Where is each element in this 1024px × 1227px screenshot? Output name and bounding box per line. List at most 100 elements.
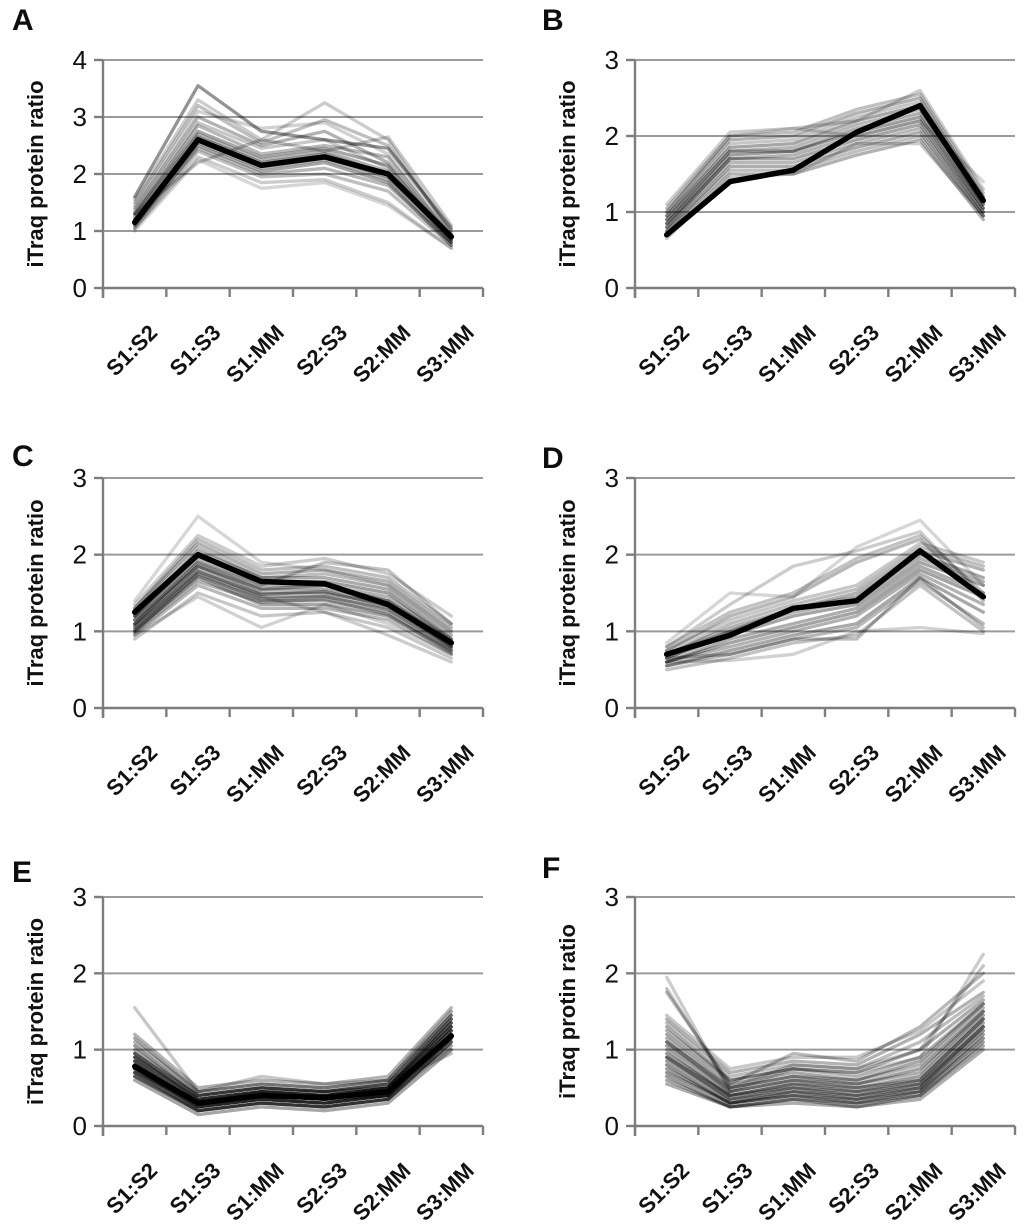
x-tick-label: S1:S3 bbox=[697, 740, 758, 801]
protein-trace-line bbox=[665, 549, 985, 656]
protein-trace-line bbox=[133, 568, 453, 649]
protein-trace-line bbox=[133, 583, 453, 656]
y-tick-label: 1 bbox=[73, 216, 87, 246]
x-tick-label: S1:S3 bbox=[697, 1158, 758, 1219]
y-tick-label: 1 bbox=[605, 197, 619, 227]
protein-trace-line bbox=[665, 568, 985, 664]
protein-trace-line bbox=[665, 130, 985, 233]
protein-trace-line bbox=[665, 96, 985, 214]
panel-b-letter: B bbox=[542, 4, 564, 37]
x-tick-label: S3:MM bbox=[411, 1158, 479, 1226]
protein-trace-line bbox=[665, 572, 985, 664]
protein-trace-line bbox=[665, 1021, 985, 1098]
protein-trace-line bbox=[665, 1017, 985, 1098]
x-tick-label: S2:MM bbox=[348, 740, 416, 808]
protein-trace-line bbox=[665, 1025, 985, 1101]
protein-trace-line bbox=[133, 158, 453, 250]
x-tick-label: S1:S3 bbox=[165, 320, 226, 381]
protein-trace-line bbox=[133, 135, 453, 227]
protein-trace-line bbox=[665, 537, 985, 653]
protein-trace-line bbox=[133, 123, 453, 239]
protein-trace-line bbox=[665, 1013, 985, 1094]
y-axis-title: iTraq protin ratio bbox=[555, 924, 580, 1099]
protein-trace-line bbox=[665, 111, 985, 222]
protein-trace-line bbox=[133, 98, 453, 236]
protein-trace-line bbox=[665, 119, 985, 226]
protein-trace-line bbox=[665, 545, 985, 656]
x-tick-label: S2:S3 bbox=[291, 740, 352, 801]
protein-trace-line bbox=[133, 109, 453, 236]
y-tick-label: 1 bbox=[605, 616, 619, 646]
protein-trace-line bbox=[665, 115, 985, 226]
protein-trace-line bbox=[133, 1048, 453, 1117]
y-tick-label: 0 bbox=[605, 1111, 619, 1141]
panel-e: 0 1 2 3 iTraq protein ratio S1:S2 S1:S3 S1:MM S2… bbox=[0, 820, 512, 1227]
protein-trace-line bbox=[665, 1036, 985, 1105]
protein-trace-line bbox=[133, 143, 453, 247]
protein-trace-line bbox=[133, 572, 453, 653]
panel-a: 0 1 2 3 4 iTraq protein ratio S1:S2 S1:S3 S1:MM S… bbox=[0, 0, 512, 400]
protein-trace-line bbox=[665, 1048, 985, 1109]
protein-trace-line bbox=[665, 1009, 985, 1090]
protein-trace-line bbox=[665, 990, 985, 1075]
protein-trace-line bbox=[133, 541, 453, 630]
y-tick-label: 1 bbox=[73, 616, 87, 646]
x-tick-label: S2:MM bbox=[880, 740, 948, 808]
panel-f: 0 1 2 3 iTraq protin ratio S1:S2 S1:S3 S1:MM S2:… bbox=[512, 820, 1024, 1227]
x-tick-label: S1:S2 bbox=[633, 320, 694, 381]
y-tick-label: 3 bbox=[73, 463, 87, 493]
mean-line bbox=[131, 137, 455, 240]
x-tick-label: S1:MM bbox=[221, 1158, 289, 1226]
protein-trace-line bbox=[133, 1025, 453, 1101]
y-tick-label: 2 bbox=[605, 540, 619, 570]
x-tick-label: S1:MM bbox=[753, 320, 821, 388]
y-tick-label: 3 bbox=[605, 45, 619, 75]
y-tick-label: 4 bbox=[73, 45, 87, 75]
protein-trace-line bbox=[665, 119, 985, 214]
protein-trace-line bbox=[665, 134, 985, 233]
x-tick-label: S2:MM bbox=[880, 1158, 948, 1226]
protein-trace-line bbox=[665, 971, 985, 1086]
x-tick-label: S3:MM bbox=[943, 1158, 1011, 1226]
protein-trace-line bbox=[665, 579, 985, 668]
y-tick-label: 2 bbox=[73, 540, 87, 570]
panel-d-letter: D bbox=[542, 442, 564, 475]
protein-trace-line bbox=[665, 92, 985, 210]
protein-trace-line bbox=[133, 595, 453, 656]
protein-trace-line bbox=[133, 121, 453, 242]
x-tick-label: S1:MM bbox=[753, 1158, 821, 1226]
x-tick-label: S2:MM bbox=[348, 1158, 416, 1226]
mean-line bbox=[131, 551, 455, 646]
x-tick-label: S1:S3 bbox=[165, 1158, 226, 1219]
x-tick-label: S2:MM bbox=[348, 320, 416, 388]
y-tick-label: 3 bbox=[73, 882, 87, 912]
x-tick-label: S2:S3 bbox=[823, 740, 884, 801]
y-tick-label: 3 bbox=[73, 102, 87, 132]
y-tick-label: 3 bbox=[605, 882, 619, 912]
protein-trace-line bbox=[133, 1044, 453, 1113]
protein-trace-line bbox=[665, 1002, 985, 1082]
protein-trace-line bbox=[133, 155, 453, 250]
panel-c: 0 1 2 3 iTraq protein ratio S1:S2 S1:S3 S1:MM S2… bbox=[0, 400, 512, 820]
protein-trace-line bbox=[133, 1017, 453, 1098]
protein-trace-line bbox=[665, 952, 985, 1094]
protein-trace-line bbox=[665, 1040, 985, 1109]
x-tick-label: S3:MM bbox=[943, 740, 1011, 808]
x-tick-label: S1:S2 bbox=[633, 740, 694, 801]
panel-d: 0 1 2 3 iTraq protein ratio S1:S2 S1:S3 S1:MM S2… bbox=[512, 400, 1024, 820]
protein-trace-line bbox=[665, 994, 985, 1079]
protein-trace-line bbox=[133, 1006, 453, 1090]
y-tick-label: 2 bbox=[605, 121, 619, 151]
protein-trace-line bbox=[665, 1032, 985, 1105]
x-tick-label: S1:MM bbox=[221, 320, 289, 388]
x-tick-label: S1:S3 bbox=[697, 320, 758, 381]
y-axis-title: iTraq protein ratio bbox=[23, 80, 48, 267]
y-tick-label: 1 bbox=[605, 1035, 619, 1065]
x-tick-label: S1:MM bbox=[221, 740, 289, 808]
protein-trace-line bbox=[665, 533, 985, 649]
x-tick-label: S1:S2 bbox=[633, 1158, 694, 1219]
protein-trace-line bbox=[133, 103, 453, 233]
